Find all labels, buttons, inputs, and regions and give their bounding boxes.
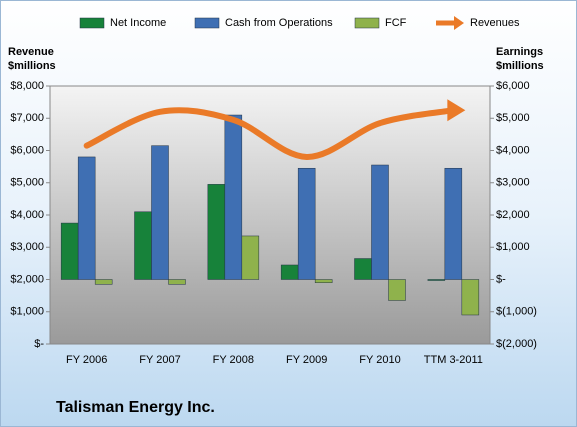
y-tick-label: $3,000: [10, 241, 44, 253]
bar: [207, 184, 226, 280]
bar: [280, 264, 299, 280]
y2-tick-label: $6,000: [496, 80, 530, 92]
bar: [354, 258, 372, 280]
plot-area: [49, 85, 491, 345]
legend-swatch: [79, 17, 105, 29]
y-tick-label: $1,000: [10, 306, 44, 318]
y2-tick-label: $-: [496, 273, 506, 285]
legend-swatch: [194, 17, 220, 29]
legend-label: FCF: [385, 17, 407, 29]
y-tick-label: $6,000: [10, 144, 44, 156]
y2-tick-label: $(2,000): [496, 338, 537, 350]
y2-tick-label: $5,000: [496, 112, 530, 124]
y-tick-label: $5,000: [10, 177, 44, 189]
bar: [427, 279, 446, 281]
legend-label: Cash from Operations: [225, 17, 333, 29]
line: [83, 107, 457, 160]
bar: [134, 211, 152, 280]
y2-axis-title: Earnings: [496, 46, 543, 58]
bar: [224, 114, 243, 280]
x-tick-label: FY 2009: [286, 354, 327, 366]
y2-tick-label: $(1,000): [496, 306, 537, 318]
y-tick-label: $4,000: [10, 209, 44, 221]
y-tick-label: $7,000: [10, 112, 44, 124]
bar: [151, 145, 169, 280]
legend-swatch: [354, 17, 380, 29]
bar: [314, 279, 333, 283]
y2-axis-title: $millions: [496, 60, 544, 72]
bar: [371, 164, 389, 280]
x-tick-label: TTM 3-2011: [424, 354, 483, 366]
bar: [444, 167, 463, 280]
chart-title: Talisman Energy Inc.: [56, 399, 215, 416]
x-tick-label: FY 2007: [139, 354, 180, 366]
x-tick-label: FY 2006: [66, 354, 107, 366]
arrow-head: [447, 99, 466, 122]
legend-label: Revenues: [470, 17, 520, 29]
y2-tick-label: $4,000: [496, 144, 530, 156]
y-axis-title: $millions: [8, 60, 56, 72]
legend-label: Net Income: [110, 17, 166, 29]
y-tick-label: $-: [34, 338, 44, 350]
bar: [461, 279, 480, 316]
y-tick-label: $2,000: [10, 273, 44, 285]
x-tick-label: FY 2010: [359, 354, 400, 366]
bar: [168, 279, 186, 285]
bar: [94, 279, 113, 285]
legend-swatch: [454, 16, 464, 30]
y-axis-title: Revenue: [8, 46, 54, 58]
bar: [388, 279, 406, 301]
y2-tick-label: $2,000: [496, 209, 530, 221]
y2-tick-label: $3,000: [496, 177, 530, 189]
x-tick-label: FY 2008: [213, 354, 254, 366]
bar: [60, 222, 79, 280]
bar: [297, 167, 316, 280]
y-tick-label: $8,000: [10, 80, 44, 92]
bar: [241, 235, 260, 280]
bar: [77, 156, 96, 280]
y2-tick-label: $1,000: [496, 241, 530, 253]
